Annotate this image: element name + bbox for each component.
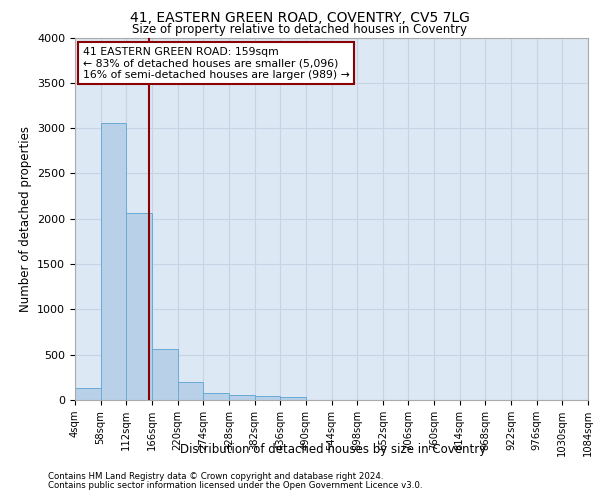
Bar xyxy=(229,394,254,400)
Text: Contains HM Land Registry data © Crown copyright and database right 2024.: Contains HM Land Registry data © Crown c… xyxy=(48,472,383,481)
Bar xyxy=(178,382,203,400)
Bar xyxy=(280,397,306,400)
Bar xyxy=(203,393,229,400)
Bar xyxy=(127,214,152,400)
Y-axis label: Number of detached properties: Number of detached properties xyxy=(19,126,32,312)
Text: Distribution of detached houses by size in Coventry: Distribution of detached houses by size … xyxy=(180,442,486,456)
Text: Contains public sector information licensed under the Open Government Licence v3: Contains public sector information licen… xyxy=(48,481,422,490)
Text: 41 EASTERN GREEN ROAD: 159sqm
← 83% of detached houses are smaller (5,096)
16% o: 41 EASTERN GREEN ROAD: 159sqm ← 83% of d… xyxy=(83,46,349,80)
Bar xyxy=(101,122,127,400)
Bar xyxy=(254,396,280,400)
Text: 41, EASTERN GREEN ROAD, COVENTRY, CV5 7LG: 41, EASTERN GREEN ROAD, COVENTRY, CV5 7L… xyxy=(130,12,470,26)
Bar xyxy=(75,388,101,400)
Bar xyxy=(152,349,178,400)
Text: Size of property relative to detached houses in Coventry: Size of property relative to detached ho… xyxy=(133,22,467,36)
